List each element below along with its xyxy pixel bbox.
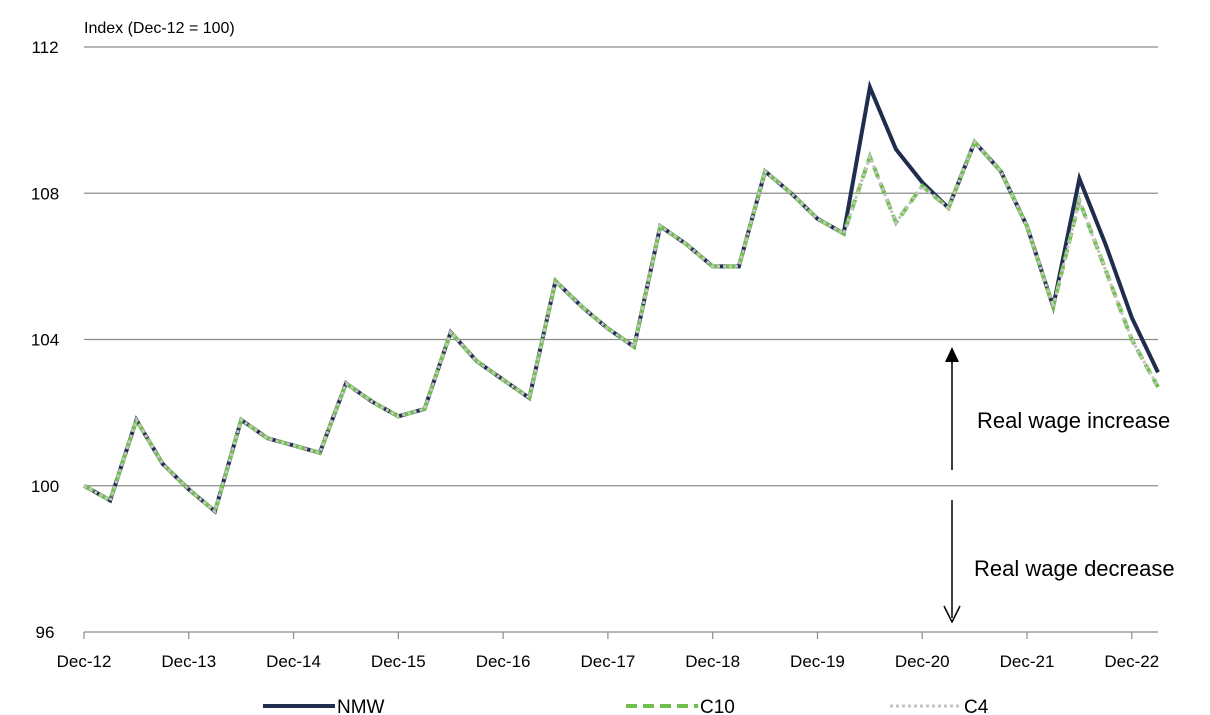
x-tick-label-Dec-16: Dec-16 (476, 652, 531, 671)
y-tick-label-112: 112 (31, 38, 58, 57)
up-arrow-head-icon (945, 347, 959, 362)
x-tick-label-Dec-18: Dec-18 (685, 652, 740, 671)
gridlines (84, 46, 1158, 487)
x-tick-label-Dec-22: Dec-22 (1104, 652, 1159, 671)
down-arrow-head-icon (943, 605, 961, 624)
x-tick-label-Dec-19: Dec-19 (790, 652, 845, 671)
y-tick-label-100: 100 (31, 477, 59, 496)
y-tick-label-108: 108 (31, 184, 59, 203)
series-lines (83, 80, 1160, 515)
x-tick-label-Dec-13: Dec-13 (161, 652, 216, 671)
y-axis-tick-labels: 96 100 104 108 112 (31, 38, 59, 642)
x-tick-label-Dec-17: Dec-17 (580, 652, 635, 671)
x-tick-label-Dec-12: Dec-12 (57, 652, 112, 671)
legend: NMW C10 C4 (263, 697, 989, 715)
x-tick-label-Dec-14: Dec-14 (266, 652, 321, 671)
series-line-nmw (83, 80, 1160, 515)
series-line-c10 (83, 138, 1160, 515)
legend-label-c4: C4 (964, 697, 989, 715)
annotation-real-wage-decrease: Real wage decrease (974, 556, 1175, 581)
legend-label-c10: C10 (700, 697, 735, 715)
series-line-c4 (83, 139, 1160, 514)
legend-label-nmw: NMW (337, 697, 385, 715)
x-tick-label-Dec-20: Dec-20 (895, 652, 950, 671)
y-axis-title: Index (Dec-12 = 100) (84, 20, 235, 37)
annotation-real-wage-increase: Real wage increase (977, 408, 1170, 433)
real-wage-arrows (943, 347, 961, 624)
x-tick-label-Dec-21: Dec-21 (1000, 652, 1055, 671)
x-tick-label-Dec-15: Dec-15 (371, 652, 426, 671)
y-tick-label-96: 96 (36, 623, 55, 642)
y-tick-label-104: 104 (31, 331, 59, 350)
x-axis: Dec-12 Dec-13 Dec-14 Dec-15 Dec-16 Dec-17 Dec-… (57, 631, 1159, 671)
